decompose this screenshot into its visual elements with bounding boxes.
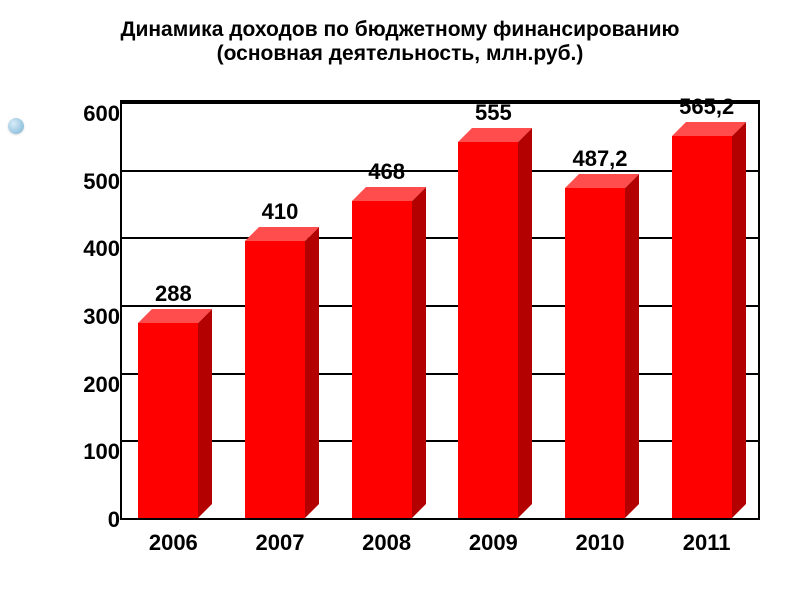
bar-side bbox=[412, 187, 426, 518]
x-tick-label: 2011 bbox=[683, 530, 731, 556]
data-label: 468 bbox=[368, 159, 405, 185]
x-tick-label: 2009 bbox=[469, 530, 518, 556]
x-tick-label: 2006 bbox=[149, 530, 198, 556]
decorative-orb bbox=[8, 118, 24, 134]
bar bbox=[352, 187, 426, 518]
y-tick-label: 400 bbox=[50, 236, 120, 262]
bar-face bbox=[138, 323, 198, 518]
x-tick-label: 2007 bbox=[256, 530, 305, 556]
data-label: 288 bbox=[155, 281, 192, 307]
bar bbox=[565, 174, 639, 518]
x-tick-label: 2008 bbox=[362, 530, 411, 556]
data-label: 410 bbox=[262, 199, 299, 225]
bar bbox=[672, 122, 746, 518]
y-tick-label: 300 bbox=[50, 304, 120, 330]
gridline bbox=[122, 305, 758, 307]
bar-face bbox=[458, 142, 518, 518]
gridline bbox=[122, 170, 758, 172]
bar-face bbox=[352, 201, 412, 518]
bar bbox=[138, 309, 212, 518]
title-line-2: (основная деятельность, млн.руб.) bbox=[0, 42, 800, 66]
bar-face bbox=[245, 241, 305, 518]
chart-area: 0 100 200 300 400 500 600 2006 288 2007 410 2008 468… bbox=[40, 100, 770, 580]
gridline bbox=[122, 373, 758, 375]
gridline bbox=[122, 102, 758, 104]
bar bbox=[245, 227, 319, 518]
bar-side bbox=[198, 309, 212, 518]
data-label: 555 bbox=[475, 100, 512, 126]
y-tick-label: 100 bbox=[50, 439, 120, 465]
gridline bbox=[122, 237, 758, 239]
gridline bbox=[122, 440, 758, 442]
bar-side bbox=[732, 122, 746, 518]
bar-side bbox=[625, 174, 639, 518]
y-tick-label: 500 bbox=[50, 169, 120, 195]
y-tick-label: 200 bbox=[50, 372, 120, 398]
y-tick-label: 0 bbox=[50, 507, 120, 533]
chart-title: Динамика доходов по бюджетному финансиро… bbox=[0, 18, 800, 66]
bar bbox=[458, 128, 532, 518]
y-tick-label: 600 bbox=[50, 101, 120, 127]
bar-face bbox=[565, 188, 625, 518]
plot-area bbox=[120, 100, 760, 520]
bar-side bbox=[518, 128, 532, 518]
data-label: 487,2 bbox=[572, 146, 627, 172]
bar-side bbox=[305, 227, 319, 518]
bar-face bbox=[672, 136, 732, 518]
data-label: 565,2 bbox=[679, 94, 734, 120]
title-line-1: Динамика доходов по бюджетному финансиро… bbox=[0, 18, 800, 42]
x-tick-label: 2010 bbox=[576, 530, 625, 556]
